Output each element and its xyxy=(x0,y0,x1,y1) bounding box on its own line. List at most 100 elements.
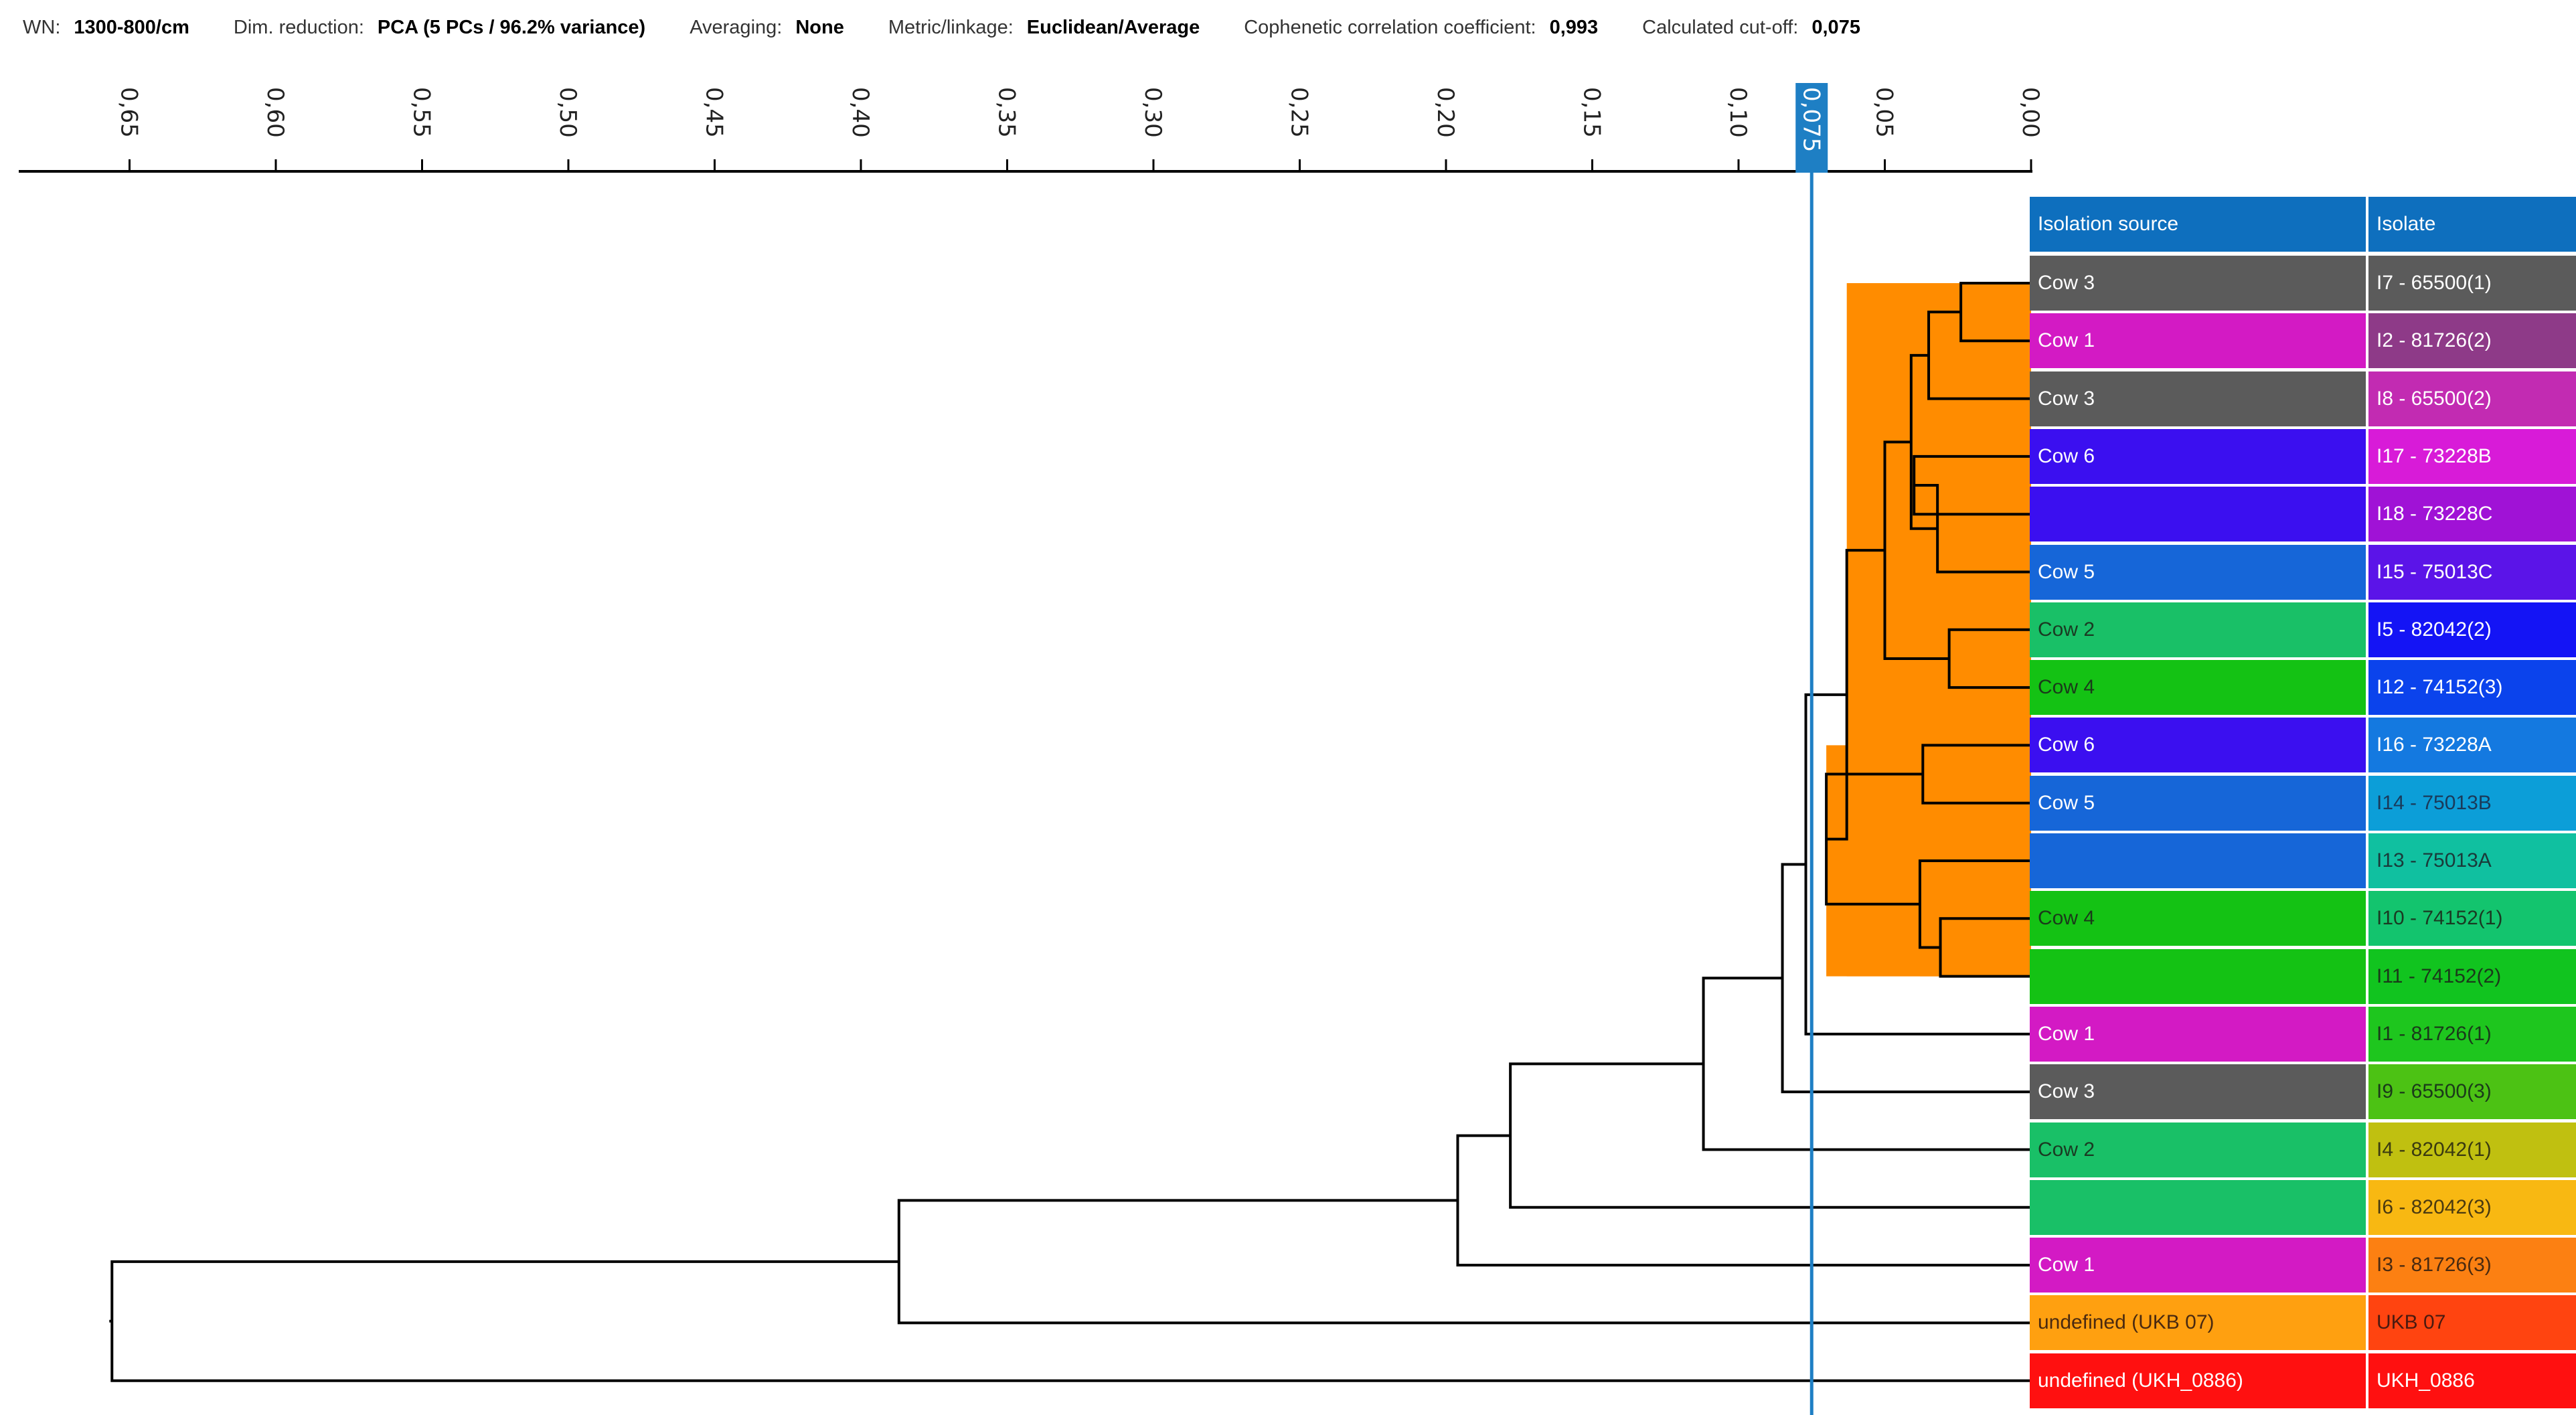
table-row[interactable]: Cow 1 I3 - 81726(3) xyxy=(2030,1238,2576,1295)
table-row[interactable]: undefined (UKH_0886) UKH_0886 xyxy=(2030,1353,2576,1411)
table-row[interactable]: Cow 4 I12 - 74152(3) xyxy=(2030,660,2576,718)
dendrogram-branch xyxy=(110,1260,2031,1382)
isolate-cell: I2 - 81726(2) xyxy=(2368,313,2576,369)
table-row[interactable]: I6 - 82042(3) xyxy=(2030,1179,2576,1238)
axis-tick-label: 0,35 xyxy=(993,87,1020,138)
axis-tick-label: 0,60 xyxy=(262,87,289,138)
isolate-cell: I13 - 75013A xyxy=(2368,833,2576,888)
isolation-source-cell: Cow 1 xyxy=(2030,1006,2366,1062)
axis-tick-label: 0,00 xyxy=(2017,87,2044,138)
isolate-cell: I17 - 73228B xyxy=(2368,428,2576,484)
isolation-source-cell: Cow 1 xyxy=(2030,1238,2366,1293)
axis-tick-label: 0,25 xyxy=(1286,87,1313,138)
table-row[interactable]: Cow 5 I14 - 75013B xyxy=(2030,775,2576,833)
isolate-cell: I10 - 74152(1) xyxy=(2368,891,2576,946)
isolate-cell: I3 - 81726(3) xyxy=(2368,1238,2576,1293)
isolate-cell: I18 - 73228C xyxy=(2368,487,2576,542)
table-row[interactable]: Cow 3 I8 - 65500(2) xyxy=(2030,371,2576,429)
isolation-source-cell: Cow 6 xyxy=(2030,718,2366,773)
header-field: Cophenetic correlation coefficient: 0,993 xyxy=(1244,17,1598,39)
dendrogram-branches xyxy=(109,282,2031,1382)
axis-tick-label: 0,50 xyxy=(554,87,581,138)
distance-axis: 0,65 0,60 0,55 0,50 0,45 0,40 0,35 0,30 0,25 0,20… xyxy=(19,87,2044,173)
isolation-source-cell: Cow 2 xyxy=(2030,1122,2366,1177)
isolation-source-cell: Cow 5 xyxy=(2030,775,2366,831)
axis-tick-label: 0,20 xyxy=(1432,87,1459,138)
isolation-source-cell: Cow 6 xyxy=(2030,428,2366,484)
isolation-source-cell xyxy=(2030,948,2366,1004)
axis-tick-label: 0,30 xyxy=(1139,87,1166,138)
dendrogram-branch xyxy=(1702,977,2031,1151)
header-field: Averaging: None xyxy=(690,17,844,39)
isolation-source-cell: Cow 3 xyxy=(2030,371,2366,426)
isolation-source-cell: Cow 2 xyxy=(2030,602,2366,657)
header-field: Dim. reduction: PCA (5 PCs / 96.2% varian… xyxy=(234,17,645,39)
table-row[interactable]: Cow 5 I15 - 75013C xyxy=(2030,544,2576,602)
table-row[interactable]: I18 - 73228C xyxy=(2030,487,2576,544)
isolation-source-cell xyxy=(2030,487,2366,542)
table-row[interactable]: I11 - 74152(2) xyxy=(2030,948,2576,1007)
dendrogram-branch xyxy=(1509,1062,2031,1209)
table-row[interactable]: Cow 3 I9 - 65500(3) xyxy=(2030,1064,2576,1122)
table-row[interactable]: Cow 4 I10 - 74152(1) xyxy=(2030,891,2576,948)
isolate-cell: I7 - 65500(1) xyxy=(2368,256,2576,311)
isolation-source-cell: Cow 1 xyxy=(2030,313,2366,369)
header-field: WN: 1300-800/cm xyxy=(23,17,189,39)
dendrogram-branch xyxy=(1456,1134,2031,1267)
isolate-cell: UKH_0886 xyxy=(2368,1353,2576,1408)
axis-tick-label: 0,40 xyxy=(847,87,874,138)
isolation-source-cell xyxy=(2030,833,2366,888)
header-field-value: 0,993 xyxy=(1549,16,1599,38)
table-row[interactable]: Cow 6 I16 - 73228A xyxy=(2030,718,2576,775)
isolation-source-cell: Cow 3 xyxy=(2030,256,2366,311)
isolate-cell: UKB 07 xyxy=(2368,1295,2576,1351)
axis-tick-label: 0,05 xyxy=(1871,87,1898,138)
header-field-label: Metric/linkage: xyxy=(888,16,1014,38)
isolation-source-cell xyxy=(2030,1179,2366,1235)
axis-tick-label: 0,65 xyxy=(116,87,143,138)
table-row[interactable]: Cow 3 I7 - 65500(1) xyxy=(2030,256,2576,313)
cutoff-layer: 0,075 xyxy=(1795,83,1828,1415)
isolate-cell: I16 - 73228A xyxy=(2368,718,2576,773)
axis-tick-label: 0,45 xyxy=(701,87,728,138)
header-field-value: PCA (5 PCs / 96.2% variance) xyxy=(377,16,646,38)
isolation-source-cell: Cow 5 xyxy=(2030,544,2366,600)
column-header-isolation-source[interactable]: Isolation source xyxy=(2030,197,2366,252)
header-field-value: 1300-800/cm xyxy=(74,16,189,38)
isolate-cell: I5 - 82042(2) xyxy=(2368,602,2576,657)
table-row[interactable]: Cow 2 I5 - 82042(2) xyxy=(2030,602,2576,660)
table-row[interactable]: Cow 2 I4 - 82042(1) xyxy=(2030,1122,2576,1180)
cutoff-label: 0,075 xyxy=(1797,87,1824,152)
header-field-label: Calculated cut-off: xyxy=(1642,16,1799,38)
header-field-label: WN: xyxy=(23,16,61,38)
axis-tick-label: 0,10 xyxy=(1724,87,1751,138)
isolation-source-cell: Cow 4 xyxy=(2030,891,2366,946)
isolation-source-cell: undefined (UKB 07) xyxy=(2030,1295,2366,1351)
isolate-cell: I12 - 74152(3) xyxy=(2368,660,2576,716)
isolation-source-cell: Cow 4 xyxy=(2030,660,2366,716)
table-row[interactable]: undefined (UKB 07) UKB 07 xyxy=(2030,1295,2576,1353)
table-header-row: Isolation source Isolate xyxy=(2030,197,2576,254)
table-row[interactable]: Cow 6 I17 - 73228B xyxy=(2030,428,2576,487)
axis-tick-label: 0,15 xyxy=(1579,87,1605,138)
header-field-label: Averaging: xyxy=(690,16,783,38)
isolation-source-cell: undefined (UKH_0886) xyxy=(2030,1353,2366,1408)
isolation-source-cell: Cow 3 xyxy=(2030,1064,2366,1120)
isolate-cell: I4 - 82042(1) xyxy=(2368,1122,2576,1177)
isolate-cell: I6 - 82042(3) xyxy=(2368,1179,2576,1235)
isolate-cell: I15 - 75013C xyxy=(2368,544,2576,600)
isolate-cell: I8 - 65500(2) xyxy=(2368,371,2576,426)
isolate-cell: I9 - 65500(3) xyxy=(2368,1064,2576,1120)
header-field-value: 0,075 xyxy=(1812,16,1860,38)
header-field-label: Cophenetic correlation coefficient: xyxy=(1244,16,1536,38)
header-field: Calculated cut-off: 0,075 xyxy=(1642,17,1860,39)
dendrogram-branch xyxy=(897,1199,2031,1325)
table-row[interactable]: I13 - 75013A xyxy=(2030,833,2576,891)
table-row[interactable]: Cow 1 I1 - 81726(1) xyxy=(2030,1006,2576,1064)
header-field-value: None xyxy=(795,16,844,38)
axis-tick-label: 0,55 xyxy=(408,87,435,138)
column-header-isolate[interactable]: Isolate xyxy=(2368,197,2576,252)
table-row[interactable]: Cow 1 I2 - 81726(2) xyxy=(2030,313,2576,371)
isolate-cell: I1 - 81726(1) xyxy=(2368,1006,2576,1062)
